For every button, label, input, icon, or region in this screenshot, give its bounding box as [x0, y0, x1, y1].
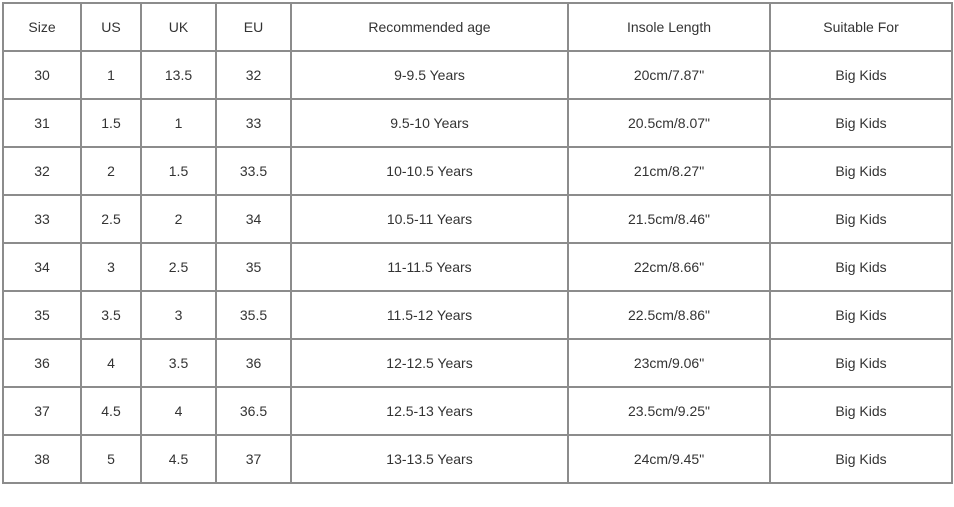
- table-cell: 10.5-11 Years: [290, 194, 569, 244]
- table-cell: 5: [80, 434, 142, 484]
- table-cell: 2: [140, 194, 217, 244]
- table-cell: 24cm/9.45": [567, 434, 771, 484]
- table-header: Size US UK EU Recommended age Insole Length Su…: [2, 2, 953, 52]
- table-cell: 2.5: [80, 194, 142, 244]
- table-cell: 33: [215, 98, 292, 148]
- table-cell: 10-10.5 Years: [290, 146, 569, 196]
- header-cell: Size: [2, 2, 82, 52]
- table-cell: 9.5-10 Years: [290, 98, 569, 148]
- table-cell: 4: [140, 386, 217, 436]
- table-cell: 33: [2, 194, 82, 244]
- table-cell: 1: [80, 50, 142, 100]
- table-cell: 35: [2, 290, 82, 340]
- table-cell: 36.5: [215, 386, 292, 436]
- table-cell: 9-9.5 Years: [290, 50, 569, 100]
- table-cell: 4: [80, 338, 142, 388]
- table-cell: 3.5: [80, 290, 142, 340]
- table-cell: 30: [2, 50, 82, 100]
- table-body: 30 1 13.5 32 9-9.5 Years 20cm/7.87" Big Kids 31…: [2, 50, 953, 484]
- table-cell: 3: [80, 242, 142, 292]
- table-cell: Big Kids: [769, 50, 953, 100]
- table-row: 38 5 4.5 37 13-13.5 Years 24cm/9.45" Big Kids: [2, 434, 953, 484]
- table-cell: 2: [80, 146, 142, 196]
- table-cell: 33.5: [215, 146, 292, 196]
- table-cell: 38: [2, 434, 82, 484]
- table-cell: 1.5: [140, 146, 217, 196]
- table-cell: 35: [215, 242, 292, 292]
- table-row: 37 4.5 4 36.5 12.5-13 Years 23.5cm/9.25" Big K…: [2, 386, 953, 436]
- table-cell: 22cm/8.66": [567, 242, 771, 292]
- table-cell: Big Kids: [769, 386, 953, 436]
- header-cell: EU: [215, 2, 292, 52]
- table-cell: 1: [140, 98, 217, 148]
- table-cell: 3.5: [140, 338, 217, 388]
- table-cell: 20cm/7.87": [567, 50, 771, 100]
- table-cell: 37: [215, 434, 292, 484]
- table-cell: 11.5-12 Years: [290, 290, 569, 340]
- table-cell: 4.5: [140, 434, 217, 484]
- table-cell: 1.5: [80, 98, 142, 148]
- table-cell: 13.5: [140, 50, 217, 100]
- header-cell: Suitable For: [769, 2, 953, 52]
- table-cell: 31: [2, 98, 82, 148]
- table-row: 34 3 2.5 35 11-11.5 Years 22cm/8.66" Big Kids: [2, 242, 953, 292]
- header-cell: Recommended age: [290, 2, 569, 52]
- size-table: Size US UK EU Recommended age Insole Length Su…: [2, 2, 953, 484]
- table-cell: Big Kids: [769, 98, 953, 148]
- table-cell: 23.5cm/9.25": [567, 386, 771, 436]
- table-row: 31 1.5 1 33 9.5-10 Years 20.5cm/8.07" Big Kids: [2, 98, 953, 148]
- table-cell: 12.5-13 Years: [290, 386, 569, 436]
- table-row: 35 3.5 3 35.5 11.5-12 Years 22.5cm/8.86" Big K…: [2, 290, 953, 340]
- table-cell: 11-11.5 Years: [290, 242, 569, 292]
- table-cell: 37: [2, 386, 82, 436]
- header-cell: Insole Length: [567, 2, 771, 52]
- table-cell: 3: [140, 290, 217, 340]
- table-cell: 34: [2, 242, 82, 292]
- table-cell: 12-12.5 Years: [290, 338, 569, 388]
- header-cell: UK: [140, 2, 217, 52]
- table-row: 36 4 3.5 36 12-12.5 Years 23cm/9.06" Big Kids: [2, 338, 953, 388]
- table-cell: 32: [215, 50, 292, 100]
- header-row: Size US UK EU Recommended age Insole Length Su…: [2, 2, 953, 52]
- table-cell: Big Kids: [769, 338, 953, 388]
- table-row: 30 1 13.5 32 9-9.5 Years 20cm/7.87" Big Kids: [2, 50, 953, 100]
- table-cell: 21cm/8.27": [567, 146, 771, 196]
- table-cell: Big Kids: [769, 290, 953, 340]
- table-cell: 34: [215, 194, 292, 244]
- header-cell: US: [80, 2, 142, 52]
- table-cell: 32: [2, 146, 82, 196]
- table-cell: 2.5: [140, 242, 217, 292]
- table-cell: Big Kids: [769, 242, 953, 292]
- table-cell: Big Kids: [769, 146, 953, 196]
- table-cell: 4.5: [80, 386, 142, 436]
- table-cell: 23cm/9.06": [567, 338, 771, 388]
- table-cell: 13-13.5 Years: [290, 434, 569, 484]
- table-cell: Big Kids: [769, 434, 953, 484]
- table-cell: 21.5cm/8.46": [567, 194, 771, 244]
- table-cell: 36: [2, 338, 82, 388]
- table-cell: 35.5: [215, 290, 292, 340]
- table-cell: 36: [215, 338, 292, 388]
- table-cell: Big Kids: [769, 194, 953, 244]
- table-row: 33 2.5 2 34 10.5-11 Years 21.5cm/8.46" Big Kid…: [2, 194, 953, 244]
- table-row: 32 2 1.5 33.5 10-10.5 Years 21cm/8.27" Big Kid…: [2, 146, 953, 196]
- table-cell: 22.5cm/8.86": [567, 290, 771, 340]
- table-cell: 20.5cm/8.07": [567, 98, 771, 148]
